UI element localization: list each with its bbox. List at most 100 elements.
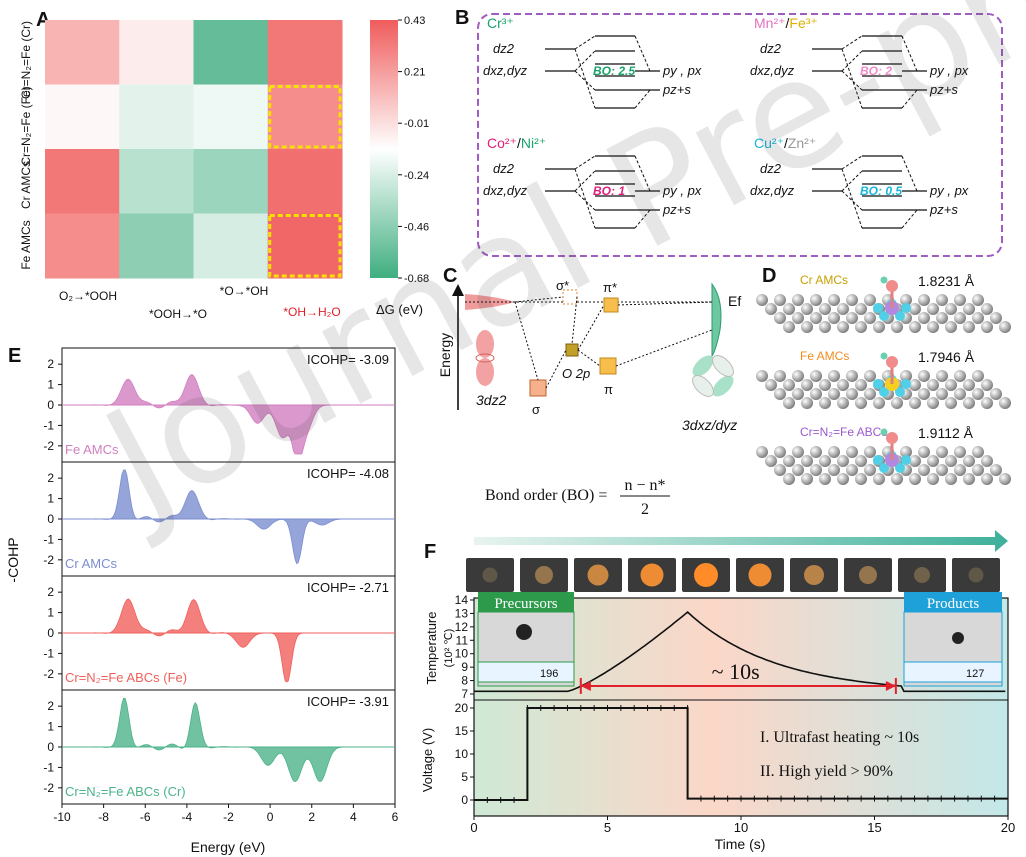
- nitrogen-atom: [879, 387, 889, 397]
- mo-correlation-lines: [841, 35, 918, 109]
- nitrogen-atom: [901, 455, 911, 465]
- carbon-atom: [873, 473, 885, 485]
- heatmap-cell-r1-c1: [45, 20, 120, 85]
- panel-f-letter: F: [424, 541, 436, 563]
- carbon-atom: [837, 397, 849, 409]
- cohp-subplot-3: 2 1 0 -1 -2 ICOHP= -2.71 Cr=N₂=Fe ABCs (Fe): [43, 575, 396, 691]
- orbital-diagram: Energy Ef σ* π* O 2p π σ 3dz2 3dxz/dyz: [437, 278, 741, 433]
- carbon-atom: [846, 370, 858, 382]
- subplot-label: Cr AMCs: [65, 556, 118, 571]
- heatmap-cell-r3-c2: [119, 149, 194, 214]
- carbon-atom: [909, 303, 921, 315]
- carbon-atom: [828, 294, 840, 306]
- carbon-atom: [828, 388, 840, 400]
- structure-2: Fe AMCs 1.7946 Å: [756, 349, 1011, 409]
- carbon-atom: [972, 370, 984, 382]
- pi-star-label: π*: [603, 280, 617, 295]
- dz2-level-label: dz2: [760, 41, 782, 56]
- carbon-atom: [774, 388, 786, 400]
- heatmap-cell-r3-c4: [267, 149, 343, 214]
- row-label-2: Cr=N₂=Fe (Fe): [19, 86, 33, 165]
- y-tick-label: 2: [47, 699, 54, 713]
- x-tick-label: 4: [350, 810, 357, 824]
- heatmap: [45, 20, 343, 279]
- structure-label: Fe AMCs: [800, 349, 849, 363]
- product-scale-reading: 127: [966, 668, 984, 680]
- duration-arrow-left-head: [580, 680, 591, 691]
- sample-photo: [682, 558, 730, 592]
- carbon-atom: [936, 464, 948, 476]
- carbon-atom: [801, 473, 813, 485]
- y-tick-label: -1: [43, 760, 54, 774]
- precursor-sample: [516, 624, 532, 640]
- carbon-atom: [774, 294, 786, 306]
- carbon-atom: [801, 321, 813, 333]
- cohp-plots: 2 1 0 -1 -2 ICOHP= -3.09 Fe AMCs 2 1 0 -1 -2 ICOHP= …: [43, 347, 399, 824]
- note-yield: II. High yield > 90%: [760, 763, 893, 780]
- formula-denominator: 2: [641, 501, 649, 518]
- heatmap-cell-r2-c3: [193, 84, 269, 150]
- heatmap-cell-r4-c4: [267, 213, 343, 279]
- heatmap-cell-r1-c2: [119, 20, 194, 85]
- subplot-label: Fe AMCs: [65, 442, 119, 457]
- carbon-atom: [945, 379, 957, 391]
- precursors-label: Precursors: [494, 596, 557, 612]
- icohp-label: ICOHP= -2.71: [307, 580, 389, 595]
- sample-photo: [844, 558, 892, 592]
- product-sample: [952, 632, 964, 644]
- colorbar-tick-label: -0.46: [404, 221, 429, 233]
- nitrogen-atom: [901, 303, 911, 313]
- y-tick-label: -2: [43, 553, 54, 567]
- carbon-atom: [900, 446, 912, 458]
- icohp-label: ICOHP= -3.09: [307, 352, 389, 367]
- structure-label: Cr AMCs: [800, 273, 848, 287]
- carbon-atom: [981, 455, 993, 467]
- heatmap-cell-r4-c2: [119, 213, 194, 279]
- carbon-atom: [990, 464, 1002, 476]
- p-level-label: py , px: [662, 63, 702, 78]
- dz2-level-label: dz2: [493, 161, 515, 176]
- time-tick-label: 0: [470, 820, 477, 835]
- icohp-label: ICOHP= -4.08: [307, 466, 389, 481]
- pi-level: [599, 357, 617, 375]
- carbon-atom: [972, 464, 984, 476]
- temperature-line: [474, 611, 1006, 693]
- heatmap-cell-r3-c3: [193, 149, 269, 214]
- temp-tick-label: 10: [455, 647, 469, 661]
- carbon-atom: [909, 397, 921, 409]
- carbon-atom: [963, 473, 975, 485]
- products-tag: [904, 592, 1002, 612]
- fermi-label: Ef: [728, 293, 741, 309]
- sample-photo: [736, 558, 784, 592]
- precursor-scale-reading: 196: [540, 668, 558, 680]
- carbon-atom: [972, 294, 984, 306]
- carbon-atom: [756, 370, 768, 382]
- carbon-atom: [846, 388, 858, 400]
- carbon-atom: [783, 303, 795, 315]
- carbon-atom: [990, 312, 1002, 324]
- colorbar-tick-label: -0.24: [404, 170, 429, 182]
- dxz-label: 3dxz/dyz: [682, 417, 737, 433]
- carbon-atom: [954, 312, 966, 324]
- carbon-atom: [756, 446, 768, 458]
- dxz-level-label: dxz,dyz: [483, 63, 528, 78]
- carbon-atom: [972, 388, 984, 400]
- carbon-atom: [963, 397, 975, 409]
- carbon-atom: [783, 397, 795, 409]
- carbon-atom: [909, 379, 921, 391]
- carbon-atom: [783, 379, 795, 391]
- carbon-atom: [945, 455, 957, 467]
- carbon-atom: [954, 294, 966, 306]
- carbon-atom: [855, 303, 867, 315]
- carbon-atom: [936, 370, 948, 382]
- col-label-2: *OOH→*O: [149, 307, 207, 321]
- y-tick-label: -2: [43, 667, 54, 681]
- carbon-atom: [810, 370, 822, 382]
- sigma-star-label: σ*: [556, 278, 569, 293]
- carbon-atom: [972, 312, 984, 324]
- dxz-level-label: dxz,dyz: [750, 63, 795, 78]
- carbon-atom: [864, 294, 876, 306]
- sample-photo: [574, 558, 622, 592]
- carbon-atom: [774, 446, 786, 458]
